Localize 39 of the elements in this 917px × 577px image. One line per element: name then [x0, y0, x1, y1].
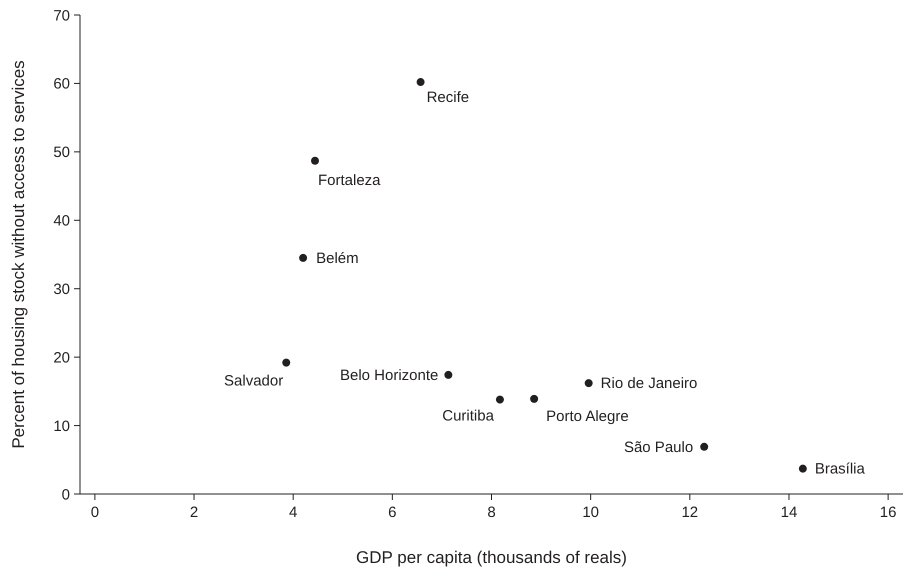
point [444, 370, 452, 379]
x-tick-label: 12 [681, 504, 698, 521]
x-tick-label: 14 [780, 504, 798, 521]
annotation: Fortaleza [318, 172, 382, 189]
annotation: Recife [426, 89, 470, 106]
y-tick-label: 10 [53, 418, 70, 435]
annotation: Rio de Janeiro [600, 375, 698, 392]
annotation: São Paulo [624, 438, 694, 456]
annotation: Belém [316, 250, 359, 267]
x-tick-label: 8 [487, 504, 496, 521]
y-tick-label: 50 [53, 144, 70, 162]
annotation: Salvador [224, 372, 284, 390]
point [416, 78, 425, 86]
y-tick-label: 60 [53, 76, 70, 93]
point [282, 358, 290, 367]
annotation: Porto Alegre [546, 408, 629, 425]
point [798, 464, 807, 473]
x-tick-label: 0 [90, 504, 100, 521]
x-axis-title: GDP per capita (thousands of reals) [356, 548, 627, 567]
x-tick-label: 2 [190, 504, 198, 521]
point [530, 394, 538, 403]
y-tick-label: 20 [53, 349, 70, 366]
point [496, 396, 504, 404]
point [700, 442, 708, 451]
annotation: Belo Horizonte [340, 366, 438, 384]
x-tick-label: 6 [388, 504, 397, 521]
point [311, 156, 319, 165]
x-tick-label: 16 [880, 504, 896, 521]
annotation: Curitiba [442, 408, 495, 425]
y-tick-label: 30 [53, 280, 70, 298]
point [299, 254, 308, 262]
y-tick-label: 40 [53, 212, 70, 230]
point [584, 379, 593, 388]
y-tick-label: 0 [62, 486, 70, 504]
y-axis-title: Percent of housing stock without access to services [9, 60, 28, 449]
x-tick-label: 10 [582, 504, 599, 521]
y-tick-label: 70 [53, 7, 70, 24]
x-tick-label: 4 [289, 504, 298, 521]
annotation: Brasília [814, 460, 866, 478]
